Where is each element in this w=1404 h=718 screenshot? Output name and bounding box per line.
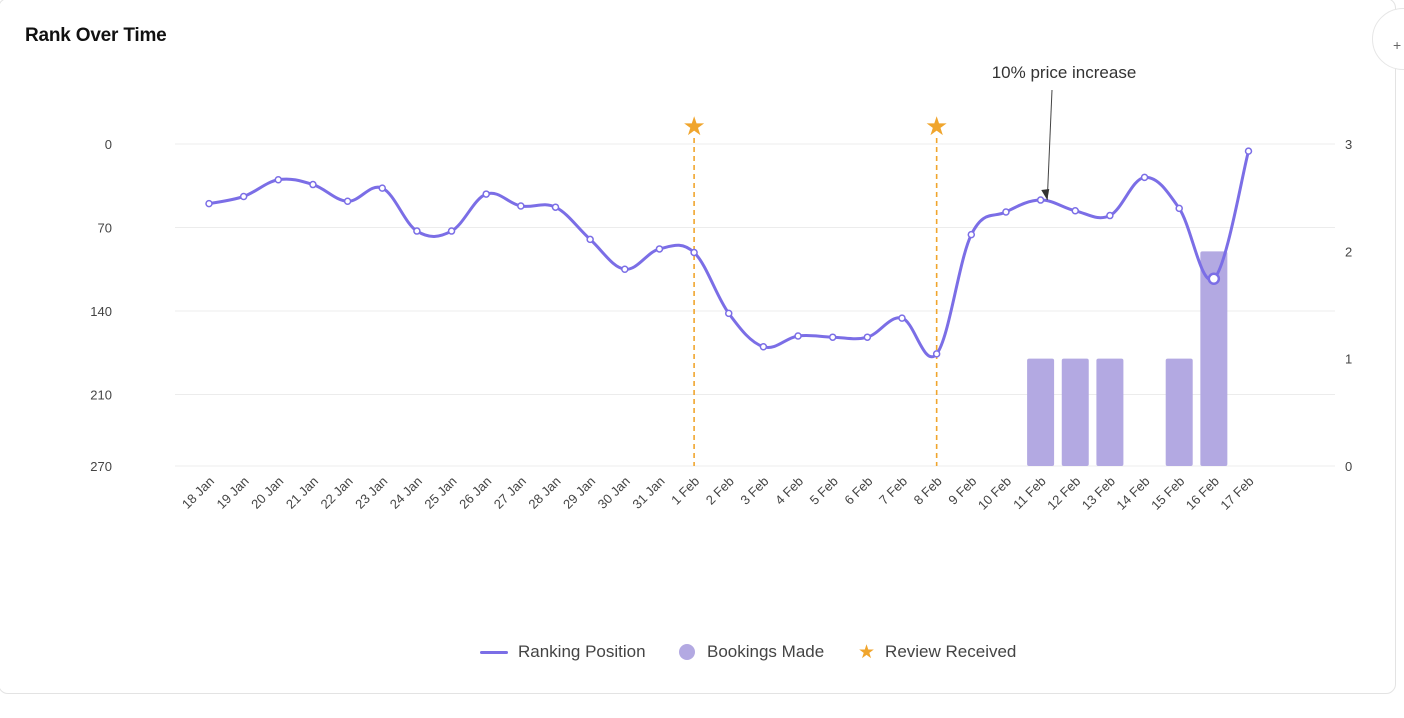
x-tick-label: 14 Feb (1113, 474, 1152, 513)
ranking-point (1175, 204, 1183, 213)
y-left-tick-label: 0 (105, 137, 112, 152)
review-star-icon: ★ (682, 112, 705, 142)
ranking-point (725, 309, 733, 318)
ranking-point (447, 227, 456, 235)
x-tick-label: 27 Jan (491, 474, 529, 512)
ranking-point (1036, 196, 1045, 204)
booking-bar (1165, 358, 1193, 466)
x-tick-label: 29 Jan (560, 474, 598, 512)
x-tick-label: 20 Jan (248, 474, 286, 512)
y-left-tick-label: 70 (98, 220, 112, 235)
x-tick-label: 19 Jan (214, 474, 252, 512)
x-tick-label: 17 Feb (1217, 474, 1256, 513)
y-left-tick-label: 210 (90, 387, 112, 402)
ranking-point (309, 180, 317, 189)
ranking-point (274, 176, 283, 184)
x-tick-label: 25 Jan (421, 474, 459, 512)
x-tick-label: 31 Jan (629, 474, 667, 512)
legend-review-label: Review Received (885, 642, 1017, 661)
legend-ranking[interactable]: Ranking Position (480, 642, 646, 662)
x-tick-label: 3 Feb (737, 474, 771, 508)
x-tick-label: 11 Feb (1010, 474, 1049, 513)
ranking-point (1106, 211, 1114, 220)
x-tick-label: 1 Feb (668, 474, 702, 508)
x-tick-label: 22 Jan (318, 474, 356, 512)
star-icon: ★ (858, 641, 876, 663)
booking-bar (1061, 358, 1089, 466)
x-tick-label: 5 Feb (807, 474, 841, 508)
x-tick-label: 24 Jan (387, 474, 425, 512)
plus-icon: + (1393, 37, 1402, 53)
ranking-point (551, 203, 560, 211)
chart-card (0, 0, 1396, 694)
booking-bar (1200, 251, 1228, 466)
ranking-line (207, 149, 1250, 359)
ranking-point (794, 332, 802, 340)
ranking-point (898, 314, 906, 322)
ranking-point (655, 245, 664, 253)
legend-review[interactable]: ★ Review Received (858, 642, 1016, 662)
annotation-label: 10% price increase (992, 63, 1137, 82)
x-tick-label: 18 Jan (179, 474, 217, 512)
legend-bookings-label: Bookings Made (707, 642, 825, 661)
x-tick-label: 30 Jan (595, 474, 633, 512)
x-tick-label: 10 Feb (975, 474, 1014, 513)
legend-ranking-label: Ranking Position (518, 642, 646, 661)
ranking-point (1207, 272, 1221, 286)
ranking-point (621, 265, 629, 273)
x-tick-label: 12 Feb (1044, 474, 1083, 513)
x-tick-label: 6 Feb (841, 474, 875, 508)
ranking-point (932, 350, 941, 358)
annotation-arrow (1046, 89, 1053, 201)
booking-bar (1027, 358, 1055, 466)
ranking-point (239, 192, 248, 201)
y-right-tick-label: 1 (1345, 352, 1352, 367)
y-right-tick-label: 3 (1345, 137, 1352, 152)
annotation-arrowhead (1041, 189, 1050, 200)
ranking-point (690, 248, 698, 257)
y-right-tick-label: 0 (1345, 459, 1352, 474)
ranking-point (828, 333, 837, 341)
x-tick-label: 26 Jan (456, 474, 494, 512)
ranking-point (482, 190, 490, 198)
x-tick-label: 28 Jan (525, 474, 563, 512)
x-tick-label: 16 Feb (1183, 474, 1222, 513)
review-star-icon: ★ (925, 112, 948, 142)
y-left-tick-label: 140 (90, 304, 112, 319)
ranking-point (1071, 207, 1079, 215)
line-swatch-icon (480, 650, 508, 654)
y-left-tick-label: 270 (90, 459, 112, 474)
x-tick-label: 15 Feb (1148, 474, 1187, 513)
ranking-point (1140, 173, 1149, 182)
x-tick-label: 21 Jan (283, 474, 321, 512)
ranking-point (378, 184, 386, 192)
ranking-point (343, 197, 352, 205)
legend-bookings[interactable]: Bookings Made (679, 642, 824, 662)
chart-legend: Ranking Position Bookings Made ★ Review … (0, 642, 1404, 666)
ranking-point (413, 227, 421, 235)
x-tick-label: 23 Jan (352, 474, 390, 512)
ranking-point (863, 333, 872, 341)
ranking-point (586, 235, 594, 244)
circle-swatch-icon (679, 644, 695, 660)
ranking-point (759, 342, 768, 351)
ranking-point (517, 202, 525, 210)
y-right-tick-label: 2 (1345, 244, 1352, 259)
ranking-point (1002, 208, 1010, 216)
x-tick-label: 2 Feb (703, 474, 737, 508)
x-tick-label: 8 Feb (911, 474, 945, 508)
chart-title: Rank Over Time (25, 25, 167, 46)
x-tick-label: 7 Feb (876, 474, 910, 508)
x-tick-label: 4 Feb (772, 474, 806, 508)
ranking-point (967, 230, 976, 239)
x-tick-label: 13 Feb (1079, 474, 1118, 513)
ranking-point (1244, 147, 1253, 155)
booking-bar (1096, 358, 1124, 466)
ranking-point (205, 199, 213, 208)
